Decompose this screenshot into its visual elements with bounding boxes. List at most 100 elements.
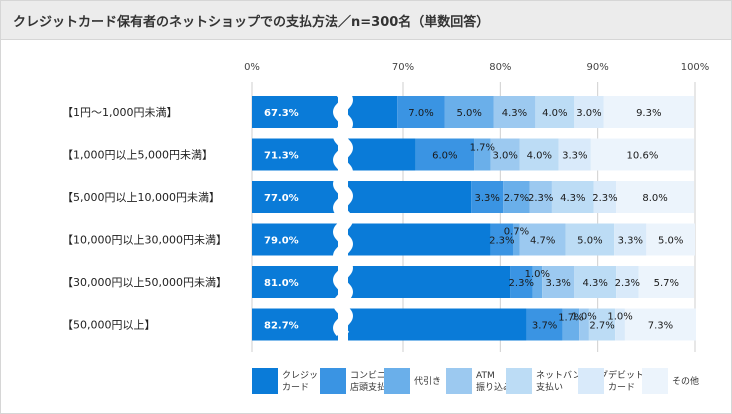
value-label: 4.3% — [583, 278, 608, 289]
bar-segment — [490, 223, 513, 256]
value-label: 3.0% — [492, 151, 517, 162]
bar-segment — [558, 138, 591, 171]
value-label: 4.3% — [502, 108, 527, 119]
value-label: 5.0% — [577, 236, 602, 247]
bar-segment — [471, 181, 504, 213]
value-label: 1.7% — [558, 313, 583, 324]
legend-swatch — [320, 368, 346, 394]
category-label: 【1,000円以上5,000円未満】 — [62, 149, 213, 162]
legend-label: その他 — [672, 375, 699, 387]
value-label: 3.0% — [576, 108, 601, 119]
value-label: 6.0% — [432, 151, 457, 162]
value-label: 10.6% — [627, 151, 659, 162]
value-label: 3.3% — [474, 193, 499, 204]
x-tick-label: 0% — [244, 62, 260, 73]
value-label: 82.7% — [264, 321, 299, 332]
legend-label: コンビニ店頭支払い — [350, 370, 395, 393]
value-label: 71.3% — [264, 151, 299, 162]
value-label: 3.7% — [532, 321, 557, 332]
value-label: 79.0% — [264, 236, 299, 247]
x-tick-label: 70% — [392, 62, 414, 73]
bar-segment — [616, 266, 639, 298]
bar-segment — [415, 138, 475, 171]
x-tick-label: 90% — [587, 62, 609, 73]
legend-swatch — [446, 368, 472, 394]
value-label: 3.3% — [562, 151, 587, 162]
bar-segment — [529, 181, 552, 213]
bar-segment — [252, 223, 491, 256]
value-label: 1.0% — [525, 269, 550, 280]
bar-segment — [646, 223, 695, 256]
category-label: 【30,000円以上50,000円未満】 — [62, 276, 227, 289]
bar-segment — [638, 266, 695, 298]
bar-segment — [624, 308, 696, 341]
value-label: 5.0% — [658, 236, 683, 247]
value-label: 2.7% — [504, 193, 529, 204]
bar-segment — [588, 308, 616, 341]
bar-segment — [551, 181, 594, 213]
value-label: 0.7% — [504, 227, 529, 238]
legend-swatch — [578, 368, 604, 394]
bar-segment — [444, 96, 494, 128]
bar-segment — [397, 96, 445, 128]
axis-break-left — [333, 91, 345, 337]
value-label: 8.0% — [642, 193, 667, 204]
bar-segment — [565, 223, 615, 256]
legend-label: クレジットカード — [282, 370, 327, 393]
bar-segment — [574, 96, 604, 128]
value-label: 3.3% — [546, 278, 571, 289]
value-label: 3.3% — [618, 236, 643, 247]
value-label: 1.0% — [571, 312, 596, 323]
bar-segment — [474, 138, 491, 171]
bar-segment — [252, 181, 472, 213]
legend-swatch — [384, 368, 410, 394]
value-label: 2.3% — [528, 193, 553, 204]
bar-segment — [526, 308, 563, 341]
value-label: 81.0% — [264, 278, 299, 289]
bar-segment — [614, 223, 647, 256]
bar-segment — [252, 96, 398, 128]
legend-swatch — [642, 368, 668, 394]
chart-title: クレジットカード保有者のネットショップでの支払方法／n=300名（単数回答） — [13, 15, 490, 30]
title-bar: クレジットカード保有者のネットショップでの支払方法／n=300名（単数回答） — [1, 1, 731, 40]
value-label: 5.7% — [654, 278, 679, 289]
bar-segment — [535, 96, 575, 128]
bar-segment — [562, 308, 580, 341]
legend-label: デビットカード — [608, 369, 644, 393]
value-label: 2.3% — [615, 278, 640, 289]
bar-segment — [493, 96, 536, 128]
bar-segment — [574, 266, 617, 298]
category-label: 【10,000円以上30,000円未満】 — [62, 234, 227, 247]
value-label: 7.0% — [408, 108, 433, 119]
legend-swatch — [506, 368, 532, 394]
legend-label: ATM 振り込み — [476, 371, 512, 393]
value-label: 4.7% — [530, 236, 555, 247]
bar-segment — [532, 266, 543, 298]
value-label: 2.3% — [509, 278, 534, 289]
value-label: 2.3% — [592, 193, 617, 204]
value-label: 9.3% — [636, 108, 661, 119]
value-label: 4.3% — [560, 193, 585, 204]
bar-segment — [603, 96, 695, 128]
legend-label: 代引き — [414, 376, 441, 387]
bar-segment — [590, 138, 695, 171]
category-label: 【5,000円以上10,000円未満】 — [62, 191, 220, 204]
value-label: 1.0% — [607, 312, 632, 323]
category-label: 【1円〜1,000円未満】 — [62, 106, 178, 119]
value-label: 7.3% — [648, 321, 673, 332]
bar-segment — [490, 138, 520, 171]
value-label: 5.0% — [456, 108, 481, 119]
bar-segment — [593, 181, 617, 213]
bar-segment — [616, 181, 695, 213]
category-label: 【50,000円以上】 — [62, 319, 156, 332]
value-label: 67.3% — [264, 108, 299, 119]
value-label: 4.0% — [527, 151, 552, 162]
bar-segment — [252, 308, 527, 341]
bar-segment — [615, 308, 625, 341]
x-tick-label: 100% — [681, 62, 710, 73]
value-label: 77.0% — [264, 193, 299, 204]
value-label: 1.7% — [470, 143, 495, 154]
value-label: 2.3% — [489, 236, 514, 247]
bar-segment — [519, 223, 566, 256]
